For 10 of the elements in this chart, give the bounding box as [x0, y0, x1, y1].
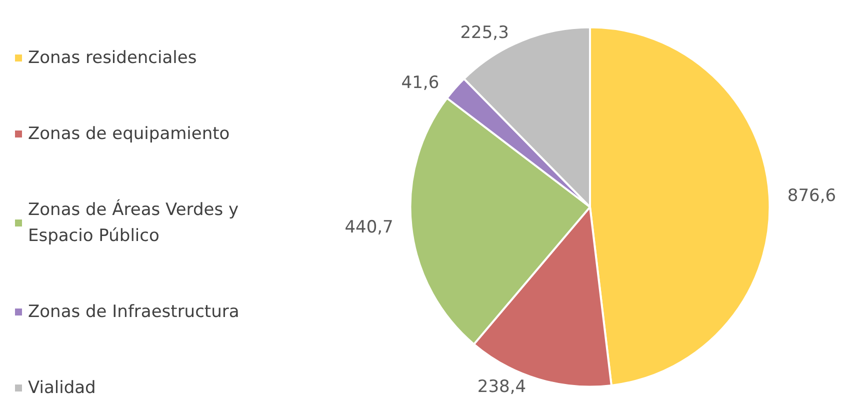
legend-label: Vialidad: [28, 378, 96, 398]
data-label: 876,6: [787, 186, 836, 206]
data-label: 440,7: [344, 217, 394, 238]
legend-label: Zonas de equipamiento: [28, 124, 230, 144]
legend-label: Zonas de Áreas Verdes y Espacio Público: [28, 199, 244, 246]
legend-label: Zonas de Infraestructura: [28, 302, 240, 322]
data-label: 225,3: [460, 23, 509, 44]
data-label: 41,6: [401, 72, 440, 93]
legend-label: Zonas residenciales: [28, 48, 197, 68]
data-label: 238,4: [477, 376, 526, 397]
